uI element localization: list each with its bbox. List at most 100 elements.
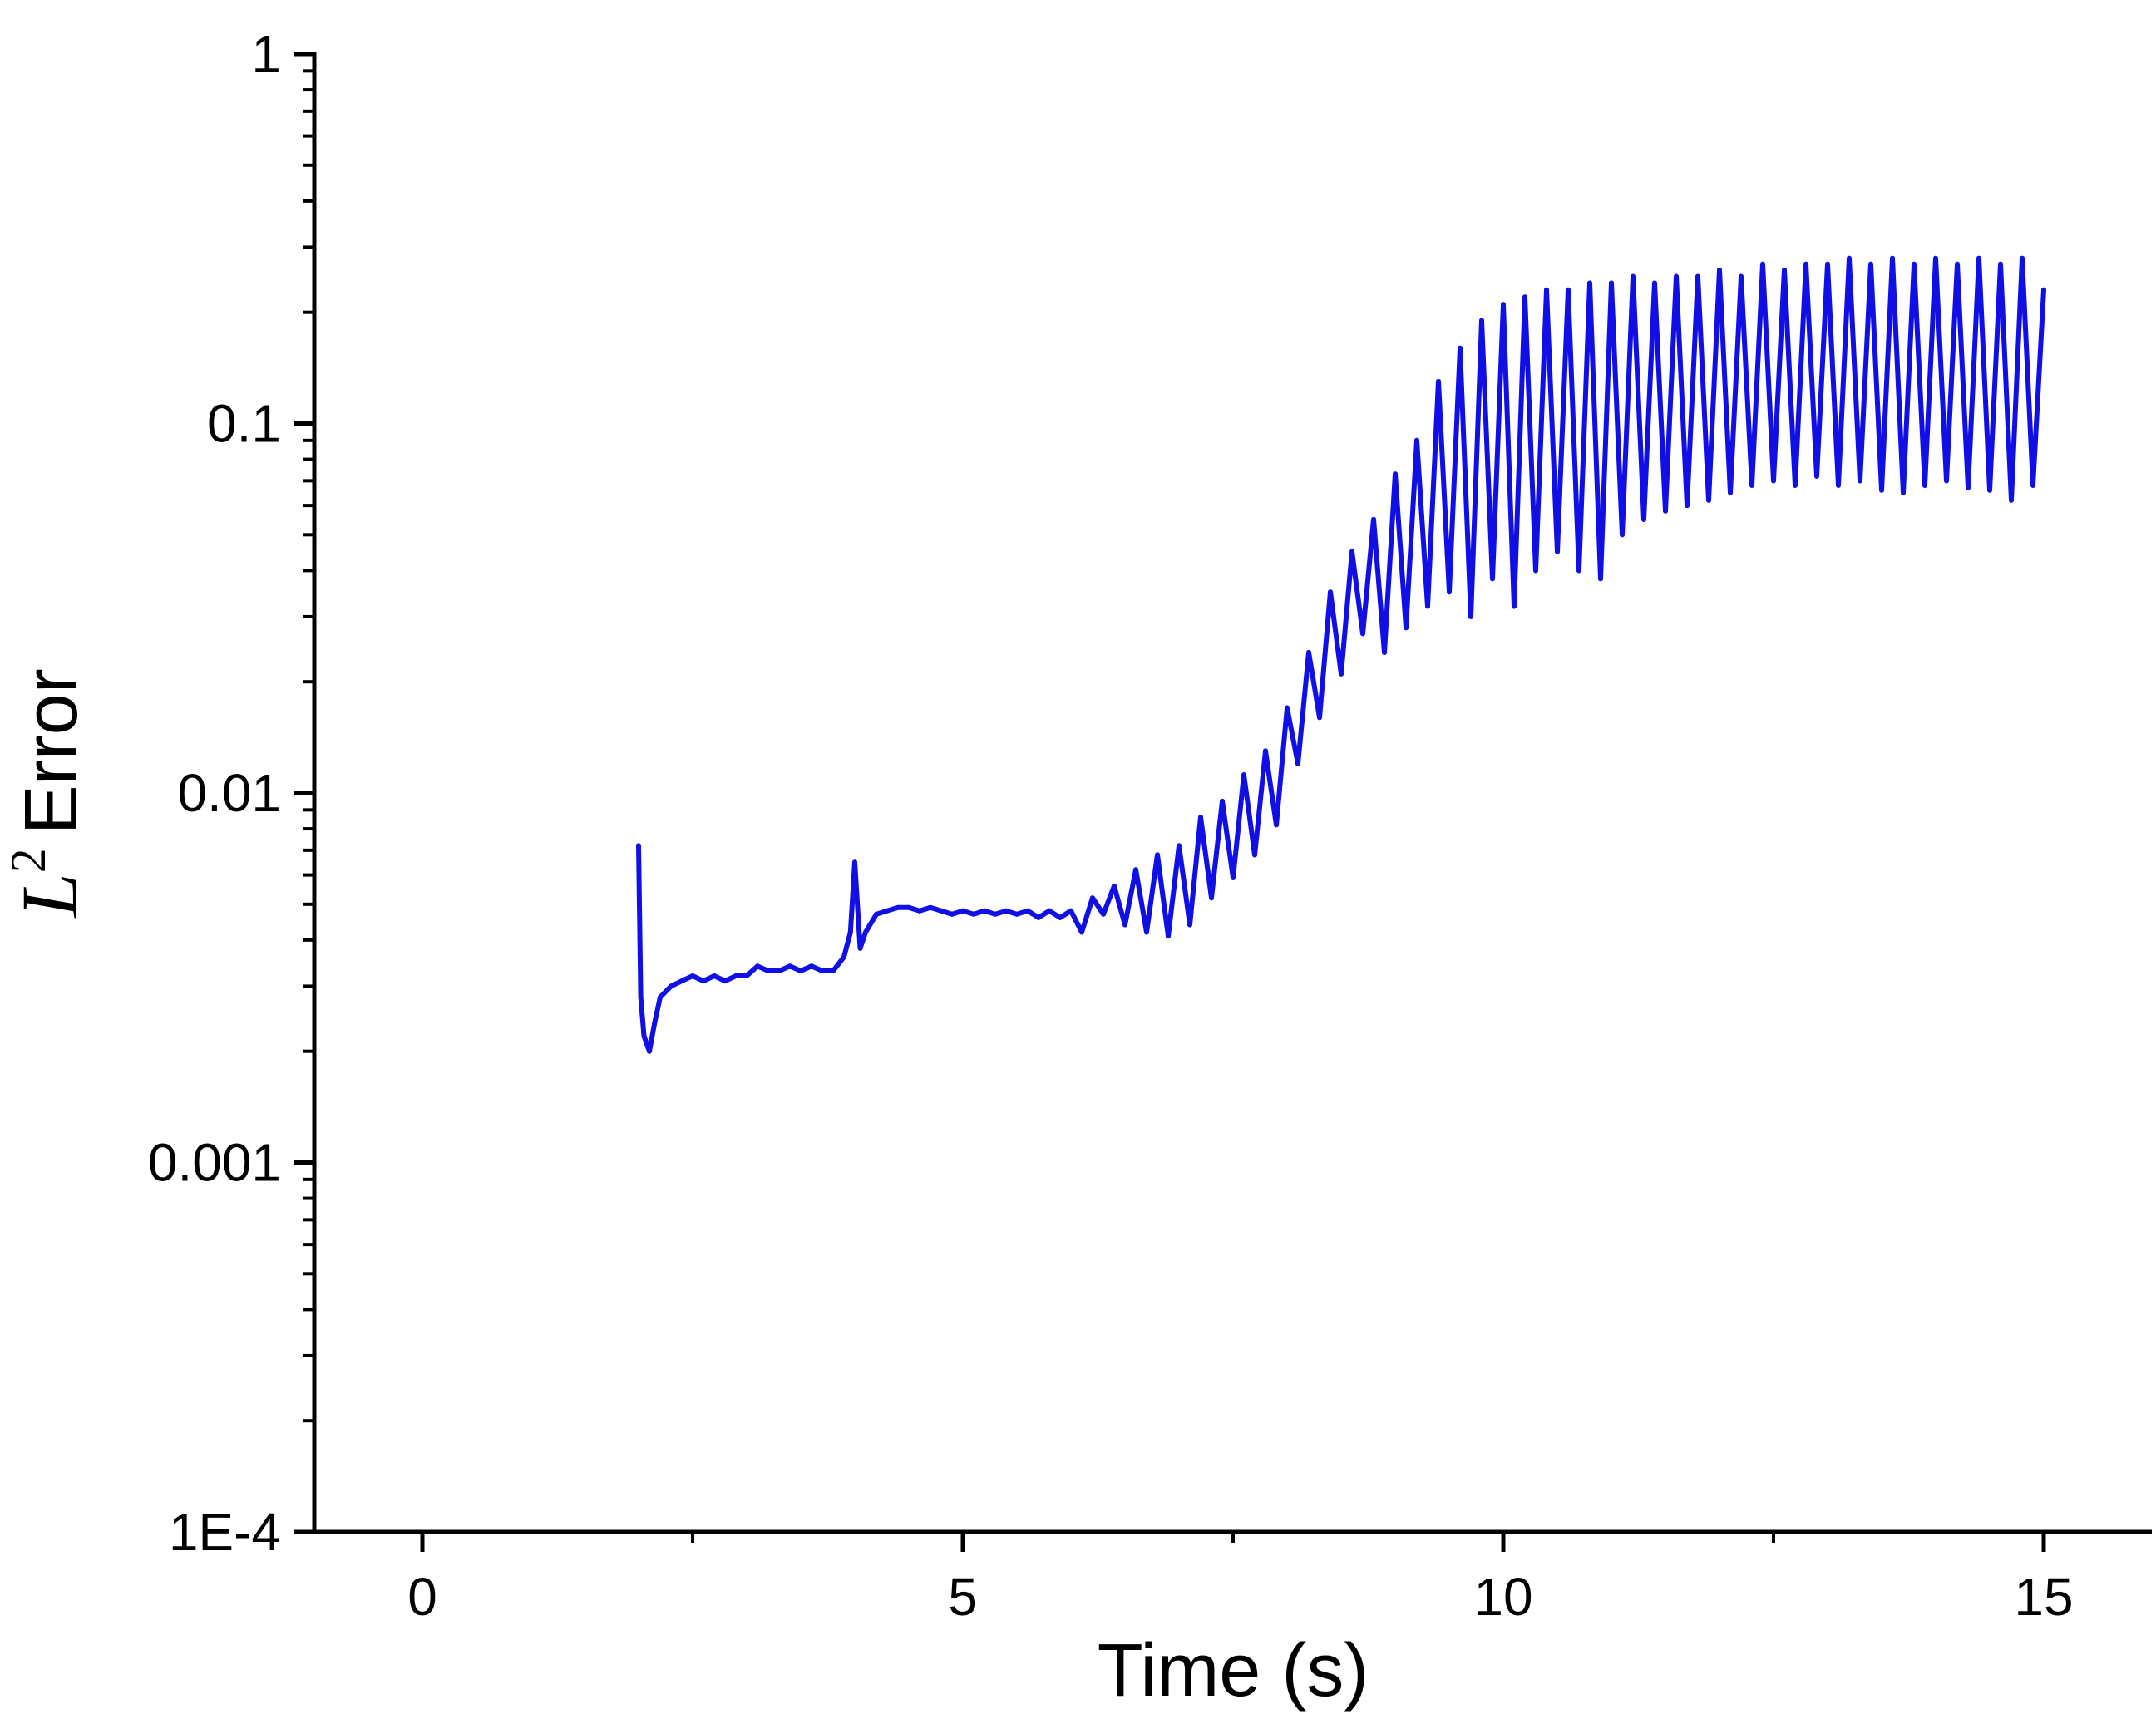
data-point	[847, 929, 853, 935]
data-point	[1274, 822, 1279, 828]
data-point	[1231, 874, 1236, 880]
data-point	[712, 973, 717, 978]
data-point	[874, 911, 879, 917]
data-point	[1058, 914, 1063, 920]
data-point	[1998, 261, 2003, 267]
data-point	[1144, 929, 1149, 935]
data-point	[1382, 650, 1387, 655]
axes: 0 5 10 15 1E-4 0.001 0.01 0.1 1	[148, 24, 2152, 1627]
data-point	[1847, 255, 1852, 261]
data-point	[1328, 589, 1333, 595]
data-point	[1587, 280, 1592, 286]
data-point	[1285, 705, 1290, 711]
data-point	[1879, 487, 1884, 493]
data-point	[820, 968, 825, 973]
data-point	[641, 1033, 647, 1039]
data-point	[1782, 268, 1787, 273]
data-point	[1825, 261, 1830, 267]
data-point	[1112, 883, 1117, 889]
data-point	[1598, 576, 1603, 582]
data-point	[1252, 852, 1257, 858]
data-point	[658, 994, 663, 1000]
data-point	[1544, 287, 1549, 293]
data-point	[1566, 287, 1571, 293]
data-point	[1306, 650, 1311, 655]
data-point	[885, 908, 890, 914]
data-point	[1803, 261, 1808, 267]
data-point	[1652, 280, 1657, 286]
data-point	[1295, 761, 1300, 766]
data-point	[1674, 273, 1679, 279]
data-point	[652, 1019, 658, 1025]
data-point	[1090, 895, 1095, 901]
data-point	[1814, 473, 1819, 479]
data-point	[798, 968, 803, 973]
data-point	[1425, 603, 1430, 609]
data-point	[2030, 482, 2035, 488]
data-point	[1187, 922, 1192, 928]
series-line	[636, 255, 2046, 1054]
data-point	[723, 978, 728, 984]
data-point	[1868, 261, 1873, 267]
data-point	[1663, 508, 1668, 514]
data-point	[1241, 772, 1246, 778]
data-point	[1609, 280, 1614, 286]
y-tick-label: 0.01	[177, 763, 281, 823]
data-point	[669, 983, 673, 989]
data-point	[755, 963, 760, 969]
data-point	[939, 908, 944, 914]
x-tick-label: 5	[948, 1567, 978, 1627]
data-point	[1133, 867, 1138, 873]
y-axis-title-word: Error	[10, 668, 93, 835]
data-point	[733, 973, 738, 978]
y-tick-label: 1	[251, 24, 281, 84]
y-ticks: 1E-4 0.001 0.01 0.1 1	[148, 24, 314, 1562]
data-point	[1047, 908, 1052, 914]
data-point	[1025, 908, 1030, 914]
data-point	[895, 904, 900, 910]
data-point	[1501, 302, 1506, 308]
data-point	[679, 978, 684, 984]
data-point	[1749, 482, 1754, 488]
data-point	[928, 904, 933, 910]
data-point	[766, 968, 771, 973]
data-point	[1447, 589, 1452, 595]
data-point	[1209, 895, 1214, 901]
data-point	[1349, 549, 1354, 554]
x-ticks: 0 5 10 15	[407, 1532, 2074, 1627]
data-point	[1858, 478, 1862, 484]
data-point	[1620, 532, 1625, 538]
x-tick-label: 10	[1473, 1567, 1532, 1627]
data-point	[1760, 261, 1765, 267]
data-point	[863, 929, 868, 935]
y-axis-title: L2 Error	[1, 668, 94, 919]
data-point	[1717, 268, 1722, 273]
data-point	[1695, 273, 1700, 279]
data-point	[744, 973, 749, 978]
data-point	[917, 908, 922, 914]
data-point	[1976, 255, 1981, 261]
data-point	[1166, 933, 1171, 939]
data-point	[1414, 437, 1419, 443]
data-point	[906, 904, 911, 910]
data-point	[1922, 482, 1927, 488]
data-point	[1890, 255, 1895, 261]
data-point	[2009, 497, 2014, 503]
data-point	[1793, 482, 1798, 488]
data-point	[1912, 261, 1917, 267]
data-point	[1631, 273, 1636, 279]
data-point	[960, 908, 965, 914]
series-layer	[636, 255, 2046, 1054]
data-point	[1966, 485, 1971, 490]
y-axis-title-text: L2 Error	[1, 668, 94, 919]
y-tick-label: 0.001	[148, 1133, 281, 1193]
data-point	[857, 945, 863, 951]
data-point	[831, 968, 836, 973]
data-point	[1987, 487, 1992, 493]
data-point	[1220, 798, 1225, 804]
data-point	[1522, 294, 1527, 300]
data-point	[1068, 908, 1073, 914]
data-point	[1512, 603, 1517, 609]
data-point	[1317, 715, 1322, 721]
